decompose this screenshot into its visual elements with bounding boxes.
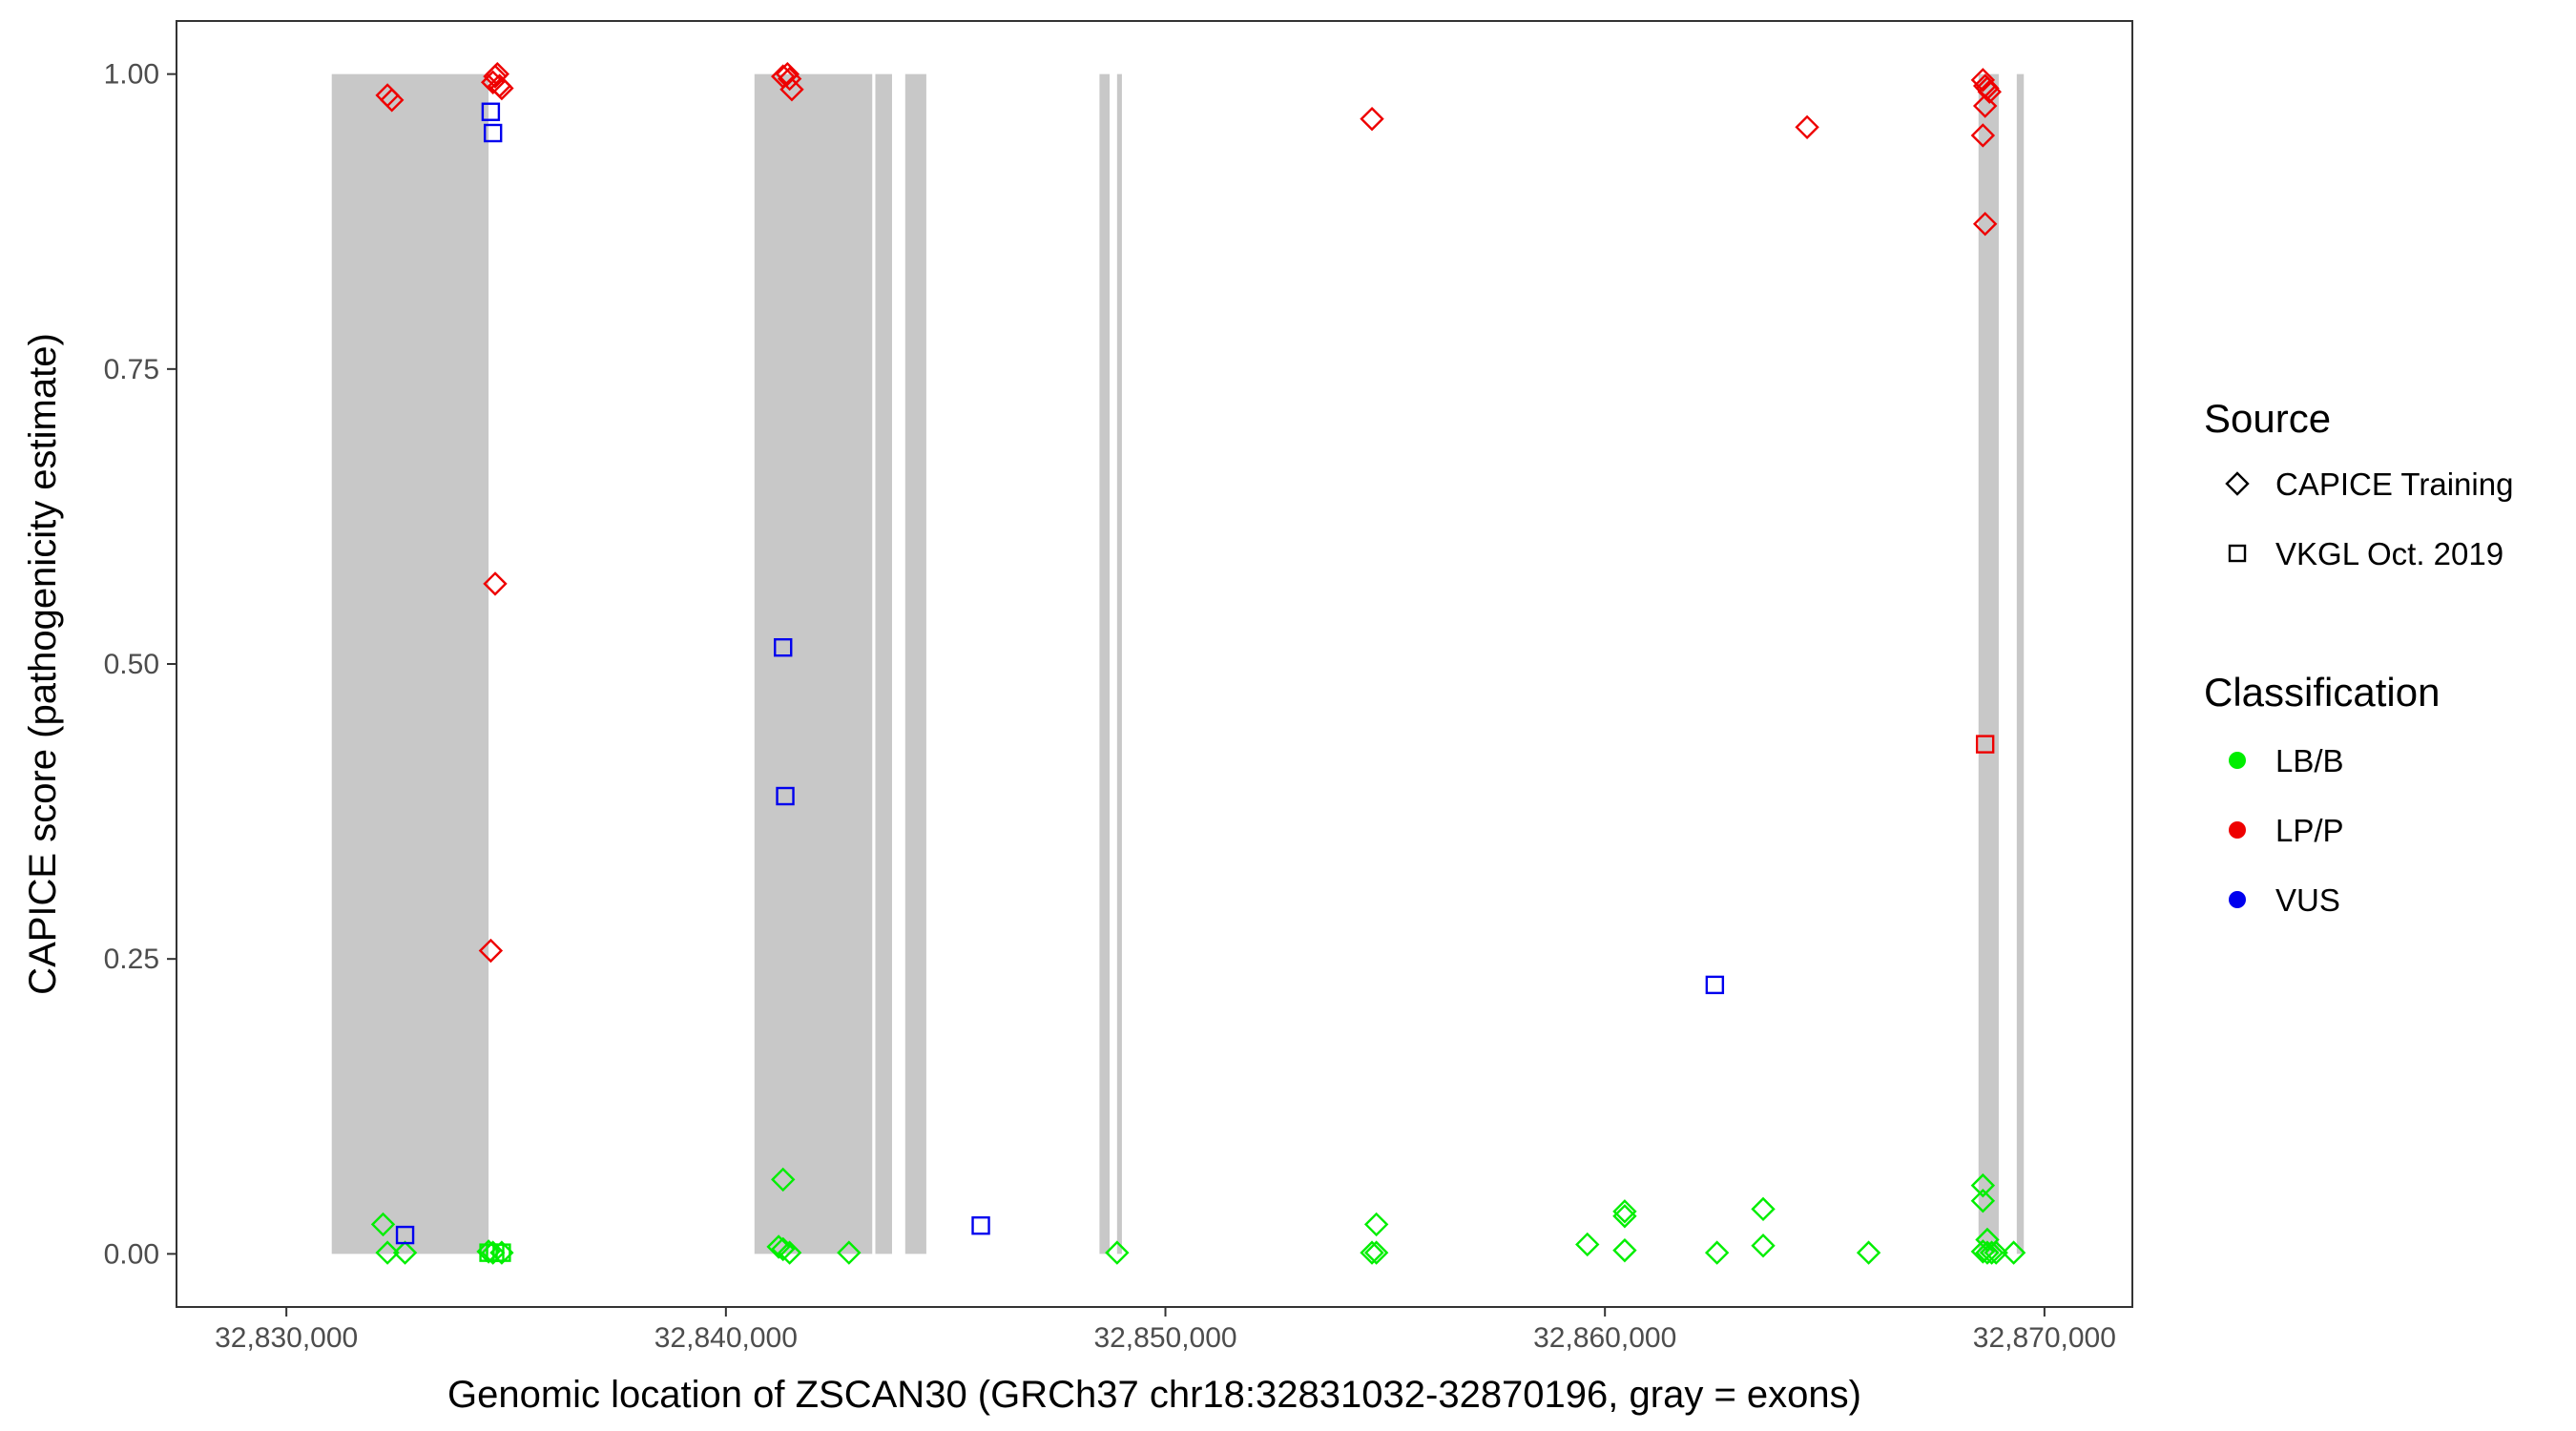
point-vkgl-vus bbox=[481, 102, 501, 121]
point-capice-lbb bbox=[1360, 1240, 1384, 1265]
x-tick-label: 32,830,000 bbox=[215, 1322, 358, 1354]
point-capice-lbb bbox=[1363, 1240, 1389, 1265]
point-capice-lpp bbox=[1972, 212, 1998, 237]
point-vkgl-vus bbox=[395, 1225, 415, 1245]
point-capice-lpp bbox=[489, 75, 514, 101]
legend-label-vus: VUS bbox=[2275, 882, 2340, 918]
point-capice-lbb bbox=[375, 1240, 400, 1265]
legend-classification-title: Classification bbox=[2204, 670, 2440, 715]
point-capice-lpp bbox=[777, 66, 802, 92]
point-capice-lbb bbox=[1363, 1212, 1389, 1237]
x-tick-label: 32,870,000 bbox=[1973, 1322, 2116, 1354]
point-capice-lbb bbox=[771, 1236, 796, 1262]
x-tick-label: 32,860,000 bbox=[1533, 1322, 1676, 1354]
point-capice-lpp bbox=[483, 571, 508, 596]
legend-key-dot-lpp bbox=[2229, 821, 2246, 839]
exon-band-8 bbox=[2016, 73, 2025, 1255]
legend-key-diamond bbox=[2225, 471, 2250, 496]
y-tick-label: 0.25 bbox=[104, 944, 159, 975]
point-vkgl-vus bbox=[776, 786, 795, 806]
point-vkgl-vus bbox=[1705, 975, 1725, 995]
point-capice-lbb bbox=[766, 1234, 791, 1259]
exon-band-3 bbox=[875, 73, 892, 1255]
legend-label-lpp: LP/P bbox=[2275, 813, 2344, 848]
point-capice-lbb bbox=[1751, 1196, 1776, 1222]
point-capice-lbb bbox=[1856, 1240, 1881, 1265]
legend-label-lbb: LB/B bbox=[2275, 743, 2344, 778]
point-capice-lpp bbox=[1972, 93, 1998, 118]
y-tick-label: 1.00 bbox=[104, 59, 159, 91]
y-tick-label: 0.75 bbox=[104, 354, 159, 385]
point-vkgl-vus bbox=[971, 1215, 990, 1235]
exon-band-4 bbox=[904, 73, 926, 1255]
point-capice-lbb bbox=[1612, 1199, 1637, 1224]
legend-label-vkgl: VKGL Oct. 2019 bbox=[2275, 536, 2503, 571]
legend-key-square bbox=[2228, 544, 2247, 563]
exon-band-5 bbox=[1099, 73, 1111, 1255]
legend-key-dot-vus bbox=[2229, 891, 2246, 908]
point-capice-lpp bbox=[1795, 114, 1819, 139]
legend-key-dot-lbb bbox=[2229, 752, 2246, 769]
x-tick-label: 32,850,000 bbox=[1093, 1322, 1236, 1354]
point-capice-lbb bbox=[1751, 1233, 1776, 1258]
exon-band-6 bbox=[1116, 73, 1122, 1255]
axes: 32,830,000 32,840,000 32,850,000 32,860,000… bbox=[104, 20, 2133, 1354]
x-tick-label: 32,840,000 bbox=[654, 1322, 798, 1354]
plot-area bbox=[177, 21, 2132, 1307]
legend-label-capice-training: CAPICE Training bbox=[2275, 467, 2513, 502]
point-capice-lpp bbox=[485, 61, 509, 87]
point-vkgl-vus bbox=[774, 637, 793, 657]
point-capice-lpp bbox=[1970, 68, 1996, 93]
point-capice-lpp bbox=[380, 88, 405, 113]
point-capice-lbb bbox=[777, 1240, 802, 1265]
exon-band-1 bbox=[331, 73, 489, 1255]
point-capice-lpp bbox=[478, 938, 504, 964]
point-vkgl-lpp bbox=[1975, 735, 1995, 754]
point-capice-lbb bbox=[1105, 1240, 1130, 1265]
point-capice-lbb bbox=[1975, 1240, 2000, 1265]
point-capice-lbb bbox=[370, 1212, 396, 1237]
point-capice-lbb bbox=[1612, 1237, 1637, 1263]
y-tick-label: 0.50 bbox=[104, 649, 159, 680]
y-tick-label: 0.00 bbox=[104, 1238, 159, 1270]
point-capice-lbb bbox=[1984, 1240, 2008, 1265]
point-capice-lbb bbox=[1704, 1240, 1730, 1265]
point-capice-lpp bbox=[1360, 106, 1384, 132]
point-capice-lbb bbox=[392, 1240, 418, 1265]
point-capice-lbb bbox=[1979, 1240, 2005, 1265]
y-axis-title: CAPICE score (pathogenicity estimate) bbox=[22, 333, 64, 995]
plot-background bbox=[177, 21, 2132, 1307]
legend-source-title: Source bbox=[2204, 396, 2331, 441]
legend: Source Classification CAPICE Training VK… bbox=[2204, 396, 2513, 918]
exon-band-7 bbox=[1978, 73, 1999, 1255]
x-axis-title: Genomic location of ZSCAN30 (GRCh37 chr1… bbox=[447, 1374, 1861, 1416]
point-capice-lpp bbox=[1977, 79, 2002, 104]
point-capice-lbb bbox=[1970, 1172, 1996, 1198]
point-capice-lpp bbox=[1970, 123, 1996, 148]
exon-band-2 bbox=[754, 73, 873, 1255]
point-capice-lbb bbox=[771, 1167, 796, 1192]
point-capice-lbb bbox=[1612, 1204, 1637, 1229]
point-vkgl-lbb bbox=[492, 1243, 511, 1262]
point-capice-lbb bbox=[1575, 1232, 1600, 1257]
point-capice-lbb bbox=[837, 1240, 862, 1265]
point-vkgl-vus bbox=[483, 123, 503, 143]
point-capice-lbb bbox=[1970, 1189, 1996, 1213]
point-capice-lpp bbox=[779, 77, 804, 102]
point-capice-lbb bbox=[2001, 1240, 2026, 1265]
